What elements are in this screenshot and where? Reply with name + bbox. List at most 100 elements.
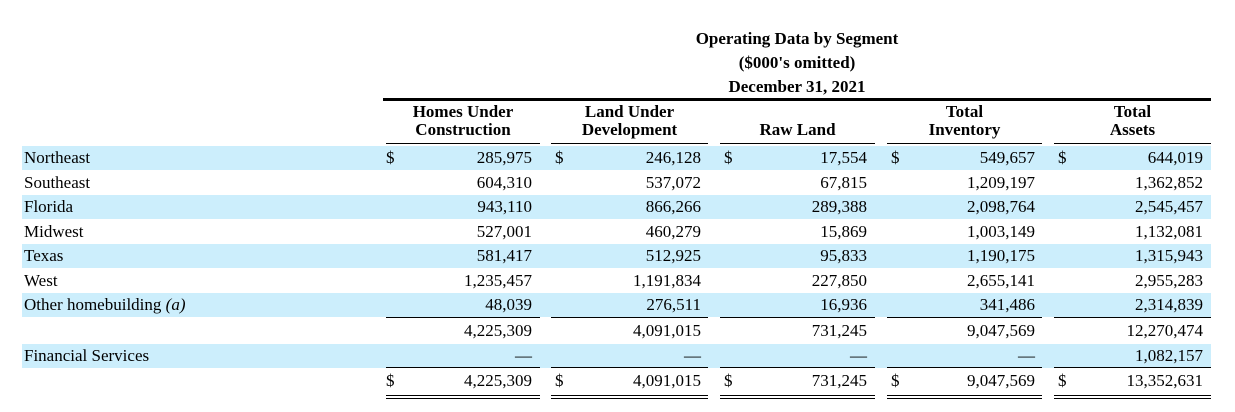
row-label: Southeast	[24, 174, 90, 192]
subtotal-rule	[1054, 317, 1211, 318]
report-date: December 31, 2021	[728, 77, 866, 96]
cell-value: 1,082,157	[1135, 346, 1203, 365]
row-label-text: Financial Services	[24, 346, 150, 365]
column-header-3: Raw Land	[720, 103, 875, 139]
cell-value: 2,098,764	[967, 197, 1035, 216]
cell-value: 549,657	[979, 148, 1035, 167]
currency-symbol: $	[891, 148, 900, 167]
table-row: Northeast $285,975 $246,128 $17,554 $549,657…	[22, 146, 1211, 170]
column-header-line1: Total	[945, 102, 984, 121]
subtotal-rule	[1054, 367, 1211, 368]
table-row: Midwest 527,001 460,279 15,869 1,003,149 1,13…	[22, 220, 1211, 244]
table-row: Texas 581,417 512,925 95,833 1,190,175 1,315,…	[22, 244, 1211, 268]
cell-value: 48,039	[485, 295, 532, 314]
column-header-1: Homes Under Construction	[386, 103, 540, 139]
report-units: ($000's omitted)	[738, 53, 856, 72]
cell-value: —	[850, 346, 867, 365]
total-double-rule	[551, 395, 708, 399]
column-header-underline	[551, 143, 708, 144]
row-label-text: West	[24, 271, 58, 290]
cell-value: —	[684, 346, 701, 365]
table-row: Florida 943,110 866,266 289,388 2,098,764 2,5…	[22, 195, 1211, 219]
currency-symbol: $	[724, 371, 733, 390]
cell-value: 341,486	[979, 295, 1035, 314]
table-row: West 1,235,457 1,191,834 227,850 2,655,141 2,…	[22, 269, 1211, 293]
row-label-text: Midwest	[24, 222, 84, 241]
cell-value: 1,315,943	[1135, 246, 1203, 265]
total-double-rule	[887, 395, 1042, 399]
currency-symbol: $	[1058, 371, 1067, 390]
cell-value: 2,955,283	[1135, 271, 1203, 290]
row-label-footnote: (a)	[161, 295, 186, 314]
row-label: Florida	[24, 198, 73, 216]
cell-value: 1,132,081	[1135, 222, 1203, 241]
column-header-2: Land Under Development	[551, 103, 708, 139]
cell-value: 4,225,309	[464, 371, 532, 390]
column-header-line1: Total	[1113, 102, 1152, 121]
total-double-rule	[1054, 395, 1211, 399]
column-header-line2: Assets	[1109, 120, 1156, 139]
column-header-5: Total Assets	[1054, 103, 1211, 139]
column-header-4: Total Inventory	[887, 103, 1042, 139]
currency-symbol: $	[386, 371, 395, 390]
row-label: West	[24, 272, 58, 290]
table-row: Financial Services — — — — 1,082,157	[22, 344, 1211, 368]
column-header-underline	[386, 143, 540, 144]
cell-value: 866,266	[645, 197, 701, 216]
cell-value: 4,225,309	[464, 321, 532, 340]
cell-value: 4,091,015	[633, 371, 701, 390]
currency-symbol: $	[891, 371, 900, 390]
subtotal-rule	[887, 317, 1042, 318]
subtotal-rule	[720, 317, 875, 318]
cell-value: 644,019	[1147, 148, 1203, 167]
row-label-text: Northeast	[24, 148, 91, 167]
cell-value: 943,110	[477, 197, 532, 216]
currency-symbol: $	[386, 148, 395, 167]
cell-value: 17,554	[820, 148, 867, 167]
report-title: Operating Data by Segment	[695, 29, 899, 48]
row-label-text: Southeast	[24, 173, 91, 192]
column-header-line2: Development	[581, 120, 678, 139]
cell-value: —	[1018, 346, 1035, 365]
cell-value: 1,362,852	[1135, 173, 1203, 192]
column-header-underline	[720, 143, 875, 144]
cell-value: 67,815	[820, 173, 867, 192]
cell-value: 15,869	[820, 222, 867, 241]
subtotal-rule	[551, 367, 708, 368]
row-label: Financial Services	[24, 347, 149, 365]
currency-symbol: $	[555, 371, 564, 390]
cell-value: 1,191,834	[633, 271, 701, 290]
column-header-line2: Raw Land	[759, 120, 836, 139]
row-label-text: Florida	[24, 197, 74, 216]
table-row: $4,225,309 $4,091,015 $731,245 $9,047,569 $1…	[22, 369, 1211, 393]
row-label: Midwest	[24, 223, 84, 241]
column-header-line2: Inventory	[928, 120, 1001, 139]
cell-value: 12,270,474	[1126, 321, 1204, 340]
cell-value: 2,655,141	[967, 271, 1035, 290]
cell-value: 731,245	[811, 371, 867, 390]
subtotal-rule	[720, 367, 875, 368]
table-row: 4,225,309 4,091,015 731,245 9,047,569 12,270…	[22, 319, 1211, 343]
row-label: Northeast	[24, 149, 90, 167]
cell-value: 95,833	[820, 246, 867, 265]
cell-value: 2,314,839	[1135, 295, 1203, 314]
cell-value: 13,352,631	[1126, 371, 1204, 390]
column-header-underline	[1054, 143, 1211, 144]
cell-value: 581,417	[476, 246, 532, 265]
cell-value: 276,511	[646, 295, 701, 314]
cell-value: 512,925	[645, 246, 701, 265]
subtotal-rule	[386, 317, 540, 318]
column-header-underline	[887, 143, 1042, 144]
cell-value: 289,388	[811, 197, 867, 216]
cell-value: 604,310	[476, 173, 532, 192]
cell-value: 1,003,149	[967, 222, 1035, 241]
currency-symbol: $	[555, 148, 564, 167]
cell-value: 1,209,197	[967, 173, 1035, 192]
table-row: Other homebuilding (a) 48,039 276,511 16,93…	[22, 293, 1211, 317]
cell-value: 9,047,569	[967, 321, 1035, 340]
table-row: Southeast 604,310 537,072 67,815 1,209,197 1,…	[22, 171, 1211, 195]
total-double-rule	[386, 395, 540, 399]
subtotal-rule	[887, 367, 1042, 368]
cell-value: 246,128	[645, 148, 701, 167]
cell-value: 2,545,457	[1135, 197, 1203, 216]
